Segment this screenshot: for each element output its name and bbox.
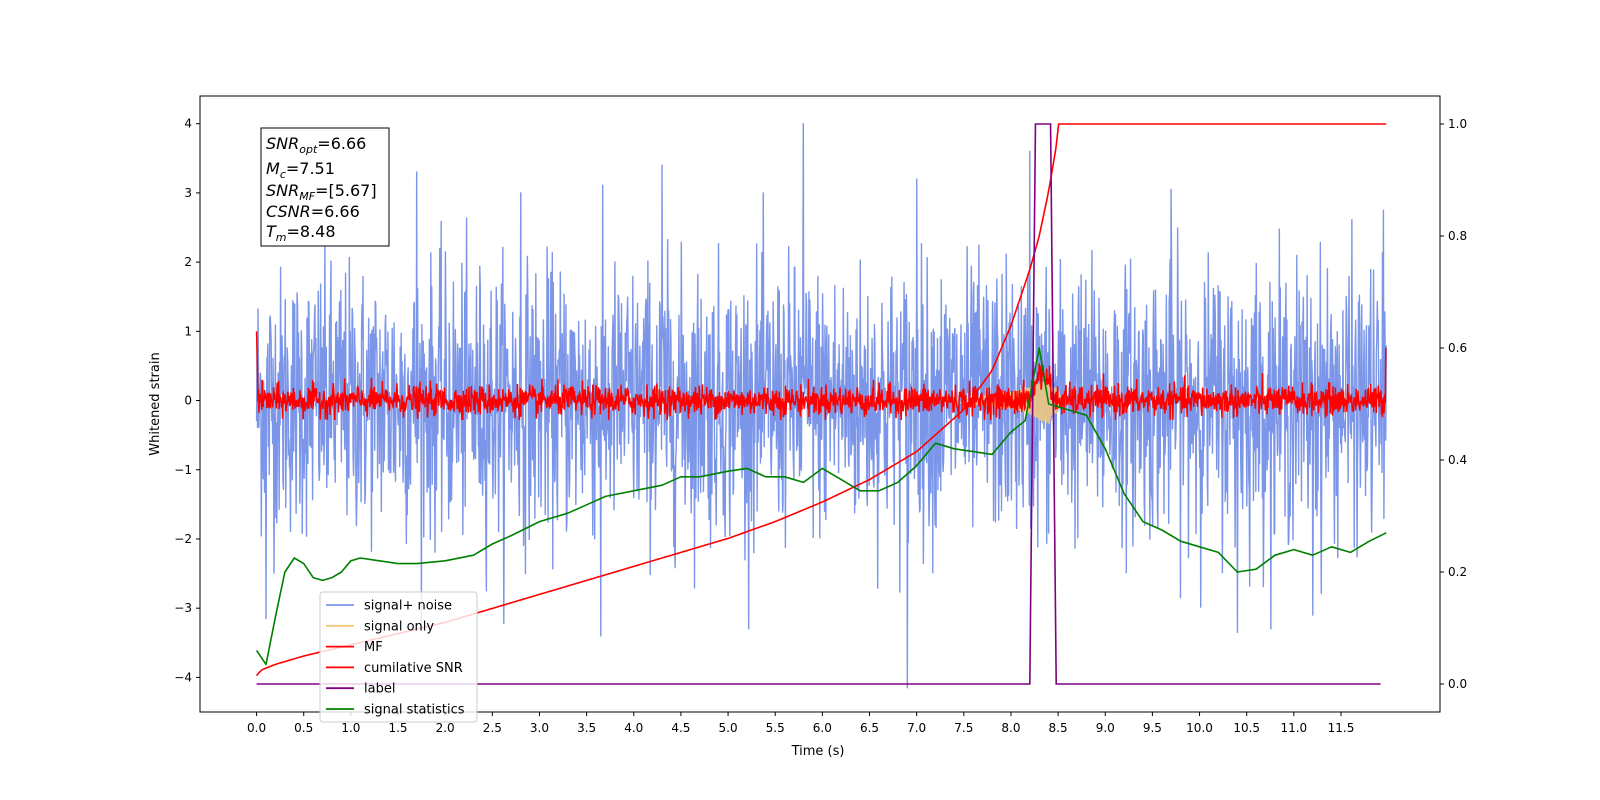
x-tick-label: 0.5 — [294, 721, 313, 735]
x-tick-label: 7.5 — [954, 721, 973, 735]
y-tick-label: −1 — [174, 463, 192, 477]
info-snr-mf: SNRMF=[5.67] — [266, 181, 377, 203]
x-tick-label: 2.0 — [436, 721, 455, 735]
y-tick-label: −3 — [174, 601, 192, 615]
axes-frame — [199, 95, 1441, 713]
x-tick-label: 4.0 — [624, 721, 643, 735]
x-tick-label: 8.5 — [1049, 721, 1068, 735]
x-tick-label: 0.0 — [247, 721, 266, 735]
y2-tick-label: 1.0 — [1448, 117, 1467, 131]
x-tick-label: 11.5 — [1328, 721, 1355, 735]
legend: signal+ noise signal only MF cumilative SNR… — [319, 591, 478, 723]
y-tick-label: 3 — [184, 186, 192, 200]
info-mc: Mc=7.51 — [266, 159, 335, 181]
y2-tick-label: 0.0 — [1448, 677, 1467, 691]
x-tick-label: 6.0 — [813, 721, 832, 735]
x-tick-label: 10.0 — [1186, 721, 1213, 735]
legend-label: signal+ noise — [364, 599, 452, 614]
x-tick-label: 6.5 — [860, 721, 879, 735]
y2-tick-label: 0.2 — [1448, 565, 1467, 579]
series-label-line — [256, 123, 1381, 685]
series-mf-line — [255, 331, 1387, 420]
x-tick-label: 3.5 — [577, 721, 596, 735]
y2-tick-label: 0.6 — [1448, 341, 1467, 355]
y-tick-label: −2 — [174, 532, 192, 546]
x-tick-label: 1.5 — [388, 721, 407, 735]
x-tick-label: 9.0 — [1096, 721, 1115, 735]
info-csnr: CSNR=6.66 — [266, 202, 360, 221]
info-tm: Tm=8.48 — [266, 222, 336, 244]
legend-label: signal statistics — [364, 703, 465, 718]
axes: 0.0 0.5 1.0 1.5 2.0 2.5 3.0 3.5 4.0 4.5 5.0 5.5 6.0 6… — [174, 117, 1467, 735]
x-tick-label: 8.0 — [1001, 721, 1020, 735]
legend-label: cumilative SNR — [364, 661, 463, 676]
x-tick-label: 3.0 — [530, 721, 549, 735]
series-signal-statistics-line — [255, 347, 1387, 666]
info-box: SNRopt=6.66 Mc=7.51 SNRMF=[5.67] CSNR=6.… — [260, 127, 390, 247]
x-tick-label: 1.0 — [341, 721, 360, 735]
y2-tick-label: 0.8 — [1448, 229, 1467, 243]
y-tick-label: 2 — [184, 255, 192, 269]
y-tick-label: 0 — [184, 394, 192, 408]
legend-label: label — [364, 682, 395, 697]
y-tick-label: −4 — [174, 670, 192, 684]
y-tick-label: 4 — [184, 117, 192, 131]
x-tick-label: 10.5 — [1233, 721, 1260, 735]
info-snr-opt: SNRopt=6.66 — [266, 134, 366, 156]
x-tick-label: 5.5 — [766, 721, 785, 735]
x-tick-label: 4.5 — [671, 721, 690, 735]
x-axis-label: Time (s) — [791, 744, 845, 759]
x-tick-label: 5.0 — [719, 721, 738, 735]
x-tick-label: 7.0 — [907, 721, 926, 735]
legend-label: MF — [364, 640, 383, 655]
y-axis-label: Whitened strain — [148, 352, 163, 455]
x-tick-label: 9.5 — [1143, 721, 1162, 735]
y2-tick-label: 0.4 — [1448, 453, 1467, 467]
x-tick-label: 2.5 — [483, 721, 502, 735]
legend-label: signal only — [364, 619, 434, 634]
legend-box — [319, 591, 478, 723]
y-tick-label: 1 — [184, 324, 192, 338]
x-tick-label: 11.0 — [1280, 721, 1307, 735]
